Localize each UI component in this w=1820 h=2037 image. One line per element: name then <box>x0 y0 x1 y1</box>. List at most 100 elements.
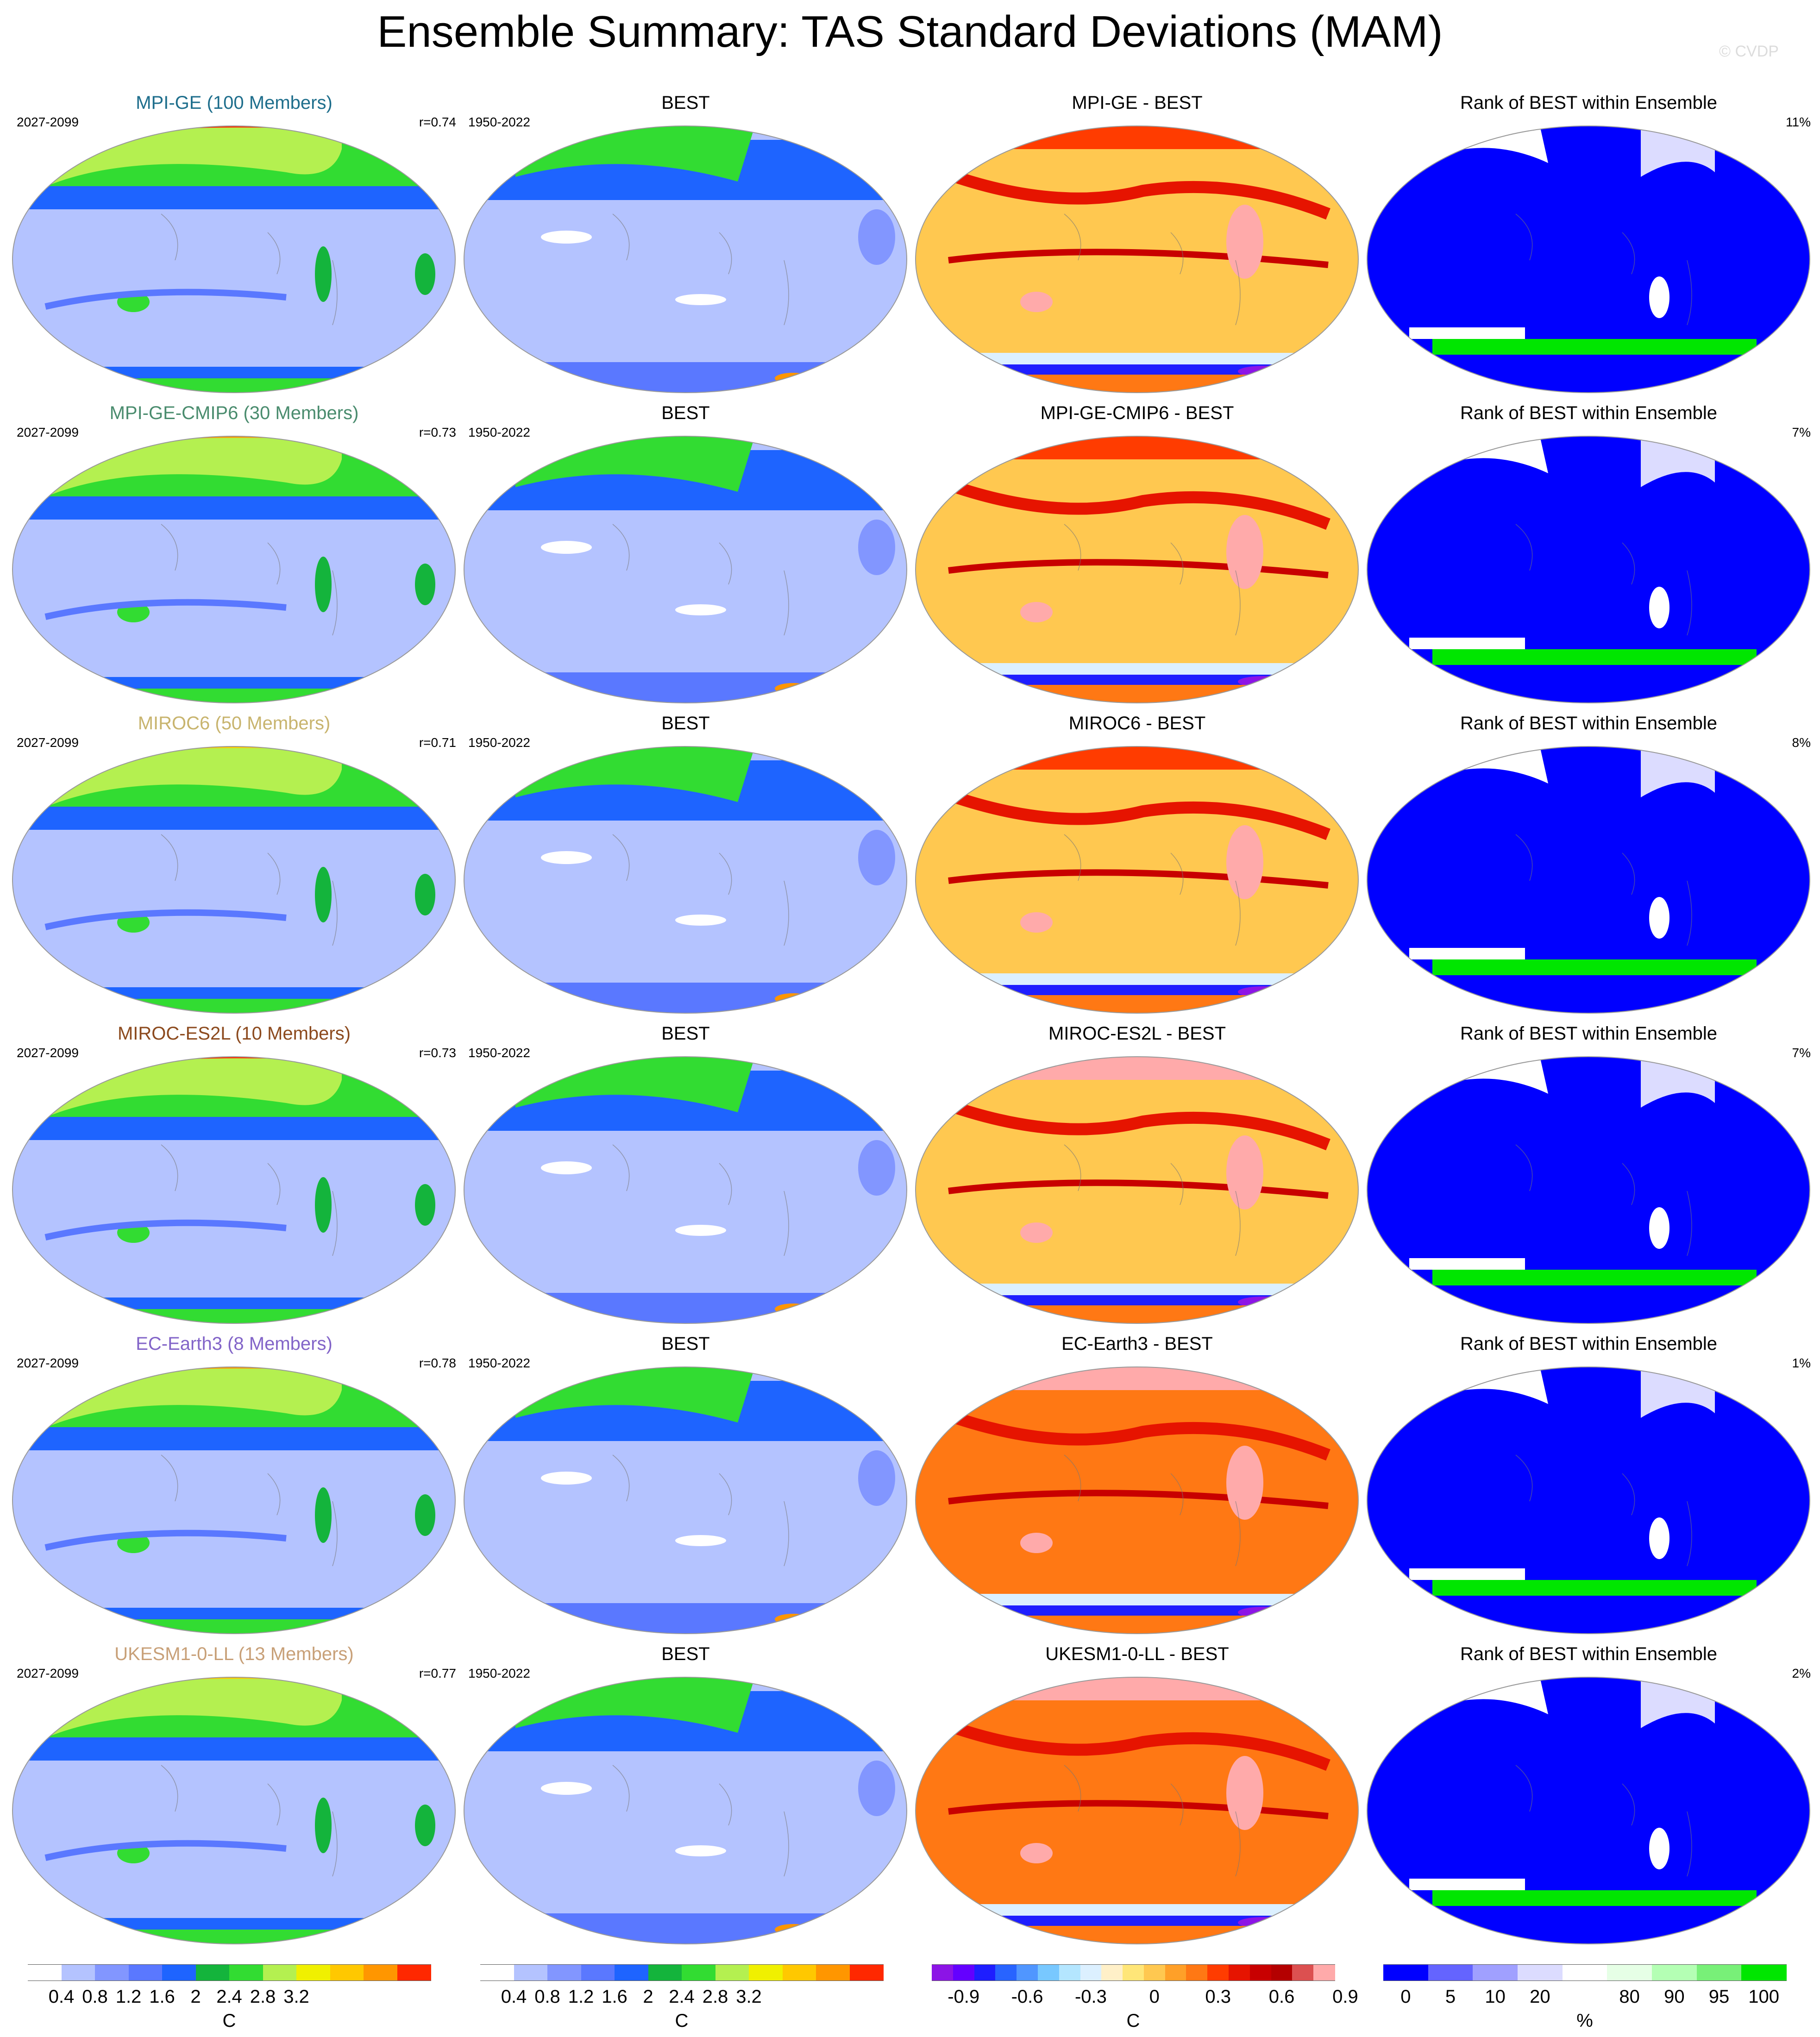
pattern-correlation: r=0.77 <box>419 1666 456 1680</box>
colorbar-swatch <box>682 1964 716 1981</box>
map-diff <box>915 125 1359 393</box>
colorbar-swatch <box>397 1964 431 1981</box>
pattern-correlation: r=0.73 <box>419 425 456 439</box>
panel-title: UKESM1-0-LL - BEST <box>1045 1644 1229 1664</box>
colorbar-tick-label: 2 <box>190 1987 201 2007</box>
period-label: 2027-2099 <box>17 1356 79 1370</box>
colorbar-swatch <box>364 1964 398 1981</box>
pattern-correlation: r=0.74 <box>419 115 456 129</box>
colorbar-tick-label: 3.2 <box>283 1987 309 2007</box>
colorbar-swatch <box>1428 1964 1474 1981</box>
colorbar-swatch <box>715 1964 749 1981</box>
colorbar-unit: C <box>675 2011 689 2031</box>
panel-diff: MIROC-ES2L - BEST <box>911 1023 1363 1332</box>
colorbar-swatch <box>995 1964 1017 1981</box>
period-label: 2027-2099 <box>17 1666 79 1680</box>
period-label: 1950-2022 <box>468 1666 530 1680</box>
colorbar-swatch <box>1473 1964 1518 1981</box>
panel-obs: BEST 1950-2022 <box>460 1334 911 1642</box>
colorbar-tick-label: 1.6 <box>602 1987 628 2007</box>
colorbar-swatch <box>1080 1964 1102 1981</box>
colorbar-tick-label: 95 <box>1708 1987 1730 2007</box>
panel-model: MPI-GE (100 Members) 2027-2099 r=0.74 <box>8 93 460 401</box>
colorbar-tick-label: 0 <box>1149 1987 1160 2007</box>
period-label: 2027-2099 <box>17 115 79 129</box>
colorbar-tick-label: 3.2 <box>736 1987 762 2007</box>
colorbar-swatch <box>1249 1964 1272 1981</box>
colorbar-tick-label: 0.9 <box>1332 1987 1358 2007</box>
colorbar-swatch <box>1607 1964 1652 1981</box>
panel-rank: Rank of BEST within Ensemble 11% <box>1363 93 1814 401</box>
map-obs <box>464 1056 907 1324</box>
map-rank <box>1367 1366 1810 1634</box>
colorbar-swatch <box>1292 1964 1314 1981</box>
colorbar-tick-label: 2.8 <box>702 1987 728 2007</box>
colorbar-swatch <box>1017 1964 1038 1981</box>
colorbar-swatch <box>1059 1964 1081 1981</box>
period-label: 2027-2099 <box>17 425 79 439</box>
colorbar-swatch <box>615 1964 649 1981</box>
panel-model: MIROC-ES2L (10 Members) 2027-2099 r=0.73 <box>8 1023 460 1332</box>
panel-title: MPI-GE (100 Members) <box>136 93 333 113</box>
panel-obs: BEST 1950-2022 <box>460 1644 911 1952</box>
panel-title: BEST <box>661 93 710 113</box>
colorbar-swatch <box>1101 1964 1123 1981</box>
map-diff <box>915 436 1359 703</box>
colorbar-swatch <box>749 1964 783 1981</box>
colorbar-tick-label: 2.8 <box>250 1987 276 2007</box>
colorbar-unit: C <box>1126 2011 1140 2031</box>
colorbar-swatch <box>1696 1964 1742 1981</box>
colorbar-swatch <box>953 1964 975 1981</box>
colorbar-tick-label: -0.6 <box>1011 1987 1043 2007</box>
colorbar-tick-label: 0.8 <box>534 1987 560 2007</box>
panel-title: MIROC6 (50 Members) <box>138 713 331 733</box>
panel-title: BEST <box>661 1644 710 1664</box>
map-model <box>12 436 456 703</box>
map-rank <box>1367 436 1810 703</box>
cvdp-credit: © CVDP <box>1719 43 1779 60</box>
colorbar-swatch <box>195 1964 230 1981</box>
map-diff <box>915 1366 1359 1634</box>
colorbar-swatch <box>128 1964 163 1981</box>
colorbar-swatch <box>28 1964 62 1981</box>
period-label: 1950-2022 <box>468 1046 530 1060</box>
colorbar-swatch <box>296 1964 331 1981</box>
colorbar-swatch <box>932 1964 954 1981</box>
colorbar-unit: C <box>222 2011 236 2031</box>
colorbar-swatch <box>95 1964 129 1981</box>
panel-title: Rank of BEST within Ensemble <box>1460 403 1718 423</box>
colorbar-swatch <box>1652 1964 1697 1981</box>
colorbar-swatch <box>1165 1964 1187 1981</box>
colorbar-swatch <box>1037 1964 1060 1981</box>
colorbar-tick-label: 1.6 <box>149 1987 175 2007</box>
rank-percent: 2% <box>1792 1666 1811 1680</box>
panel-rank: Rank of BEST within Ensemble 8% <box>1363 713 1814 1022</box>
panel-title: Rank of BEST within Ensemble <box>1460 93 1718 113</box>
period-label: 1950-2022 <box>468 425 530 439</box>
pattern-correlation: r=0.71 <box>419 735 456 750</box>
colorbar-swatch <box>1383 1964 1429 1981</box>
map-model <box>12 1366 456 1634</box>
colorbar-swatch <box>581 1964 615 1981</box>
colorbar-swatch <box>1562 1964 1608 1981</box>
panel-rank: Rank of BEST within Ensemble 7% <box>1363 1023 1814 1332</box>
colorbar: 0.4 0.8 1.2 1.6 2 2.4 2.8 3.2 C <box>28 1964 440 2031</box>
map-obs <box>464 125 907 393</box>
panel-title: Rank of BEST within Ensemble <box>1460 713 1718 733</box>
panel-title: BEST <box>661 403 710 423</box>
colorbar-swatch <box>1143 1964 1166 1981</box>
map-rank <box>1367 125 1810 393</box>
panel-title: MIROC6 - BEST <box>1068 713 1206 733</box>
colorbar-tick-label: 0.8 <box>82 1987 108 2007</box>
panel-title: Rank of BEST within Ensemble <box>1460 1644 1718 1664</box>
colorbar-tick-label: -0.3 <box>1074 1987 1107 2007</box>
panel-obs: BEST 1950-2022 <box>460 403 911 711</box>
panel-rank: Rank of BEST within Ensemble 2% <box>1363 1644 1814 1952</box>
colorbar-swatch <box>816 1964 850 1981</box>
colorbar-swatch <box>330 1964 364 1981</box>
rank-percent: 11% <box>1786 115 1811 129</box>
panel-diff: MPI-GE-CMIP6 - BEST <box>911 403 1363 711</box>
panel-obs: BEST 1950-2022 <box>460 1023 911 1332</box>
colorbar-tick-label: 0.6 <box>1268 1987 1295 2007</box>
rank-percent: 7% <box>1792 1046 1811 1060</box>
